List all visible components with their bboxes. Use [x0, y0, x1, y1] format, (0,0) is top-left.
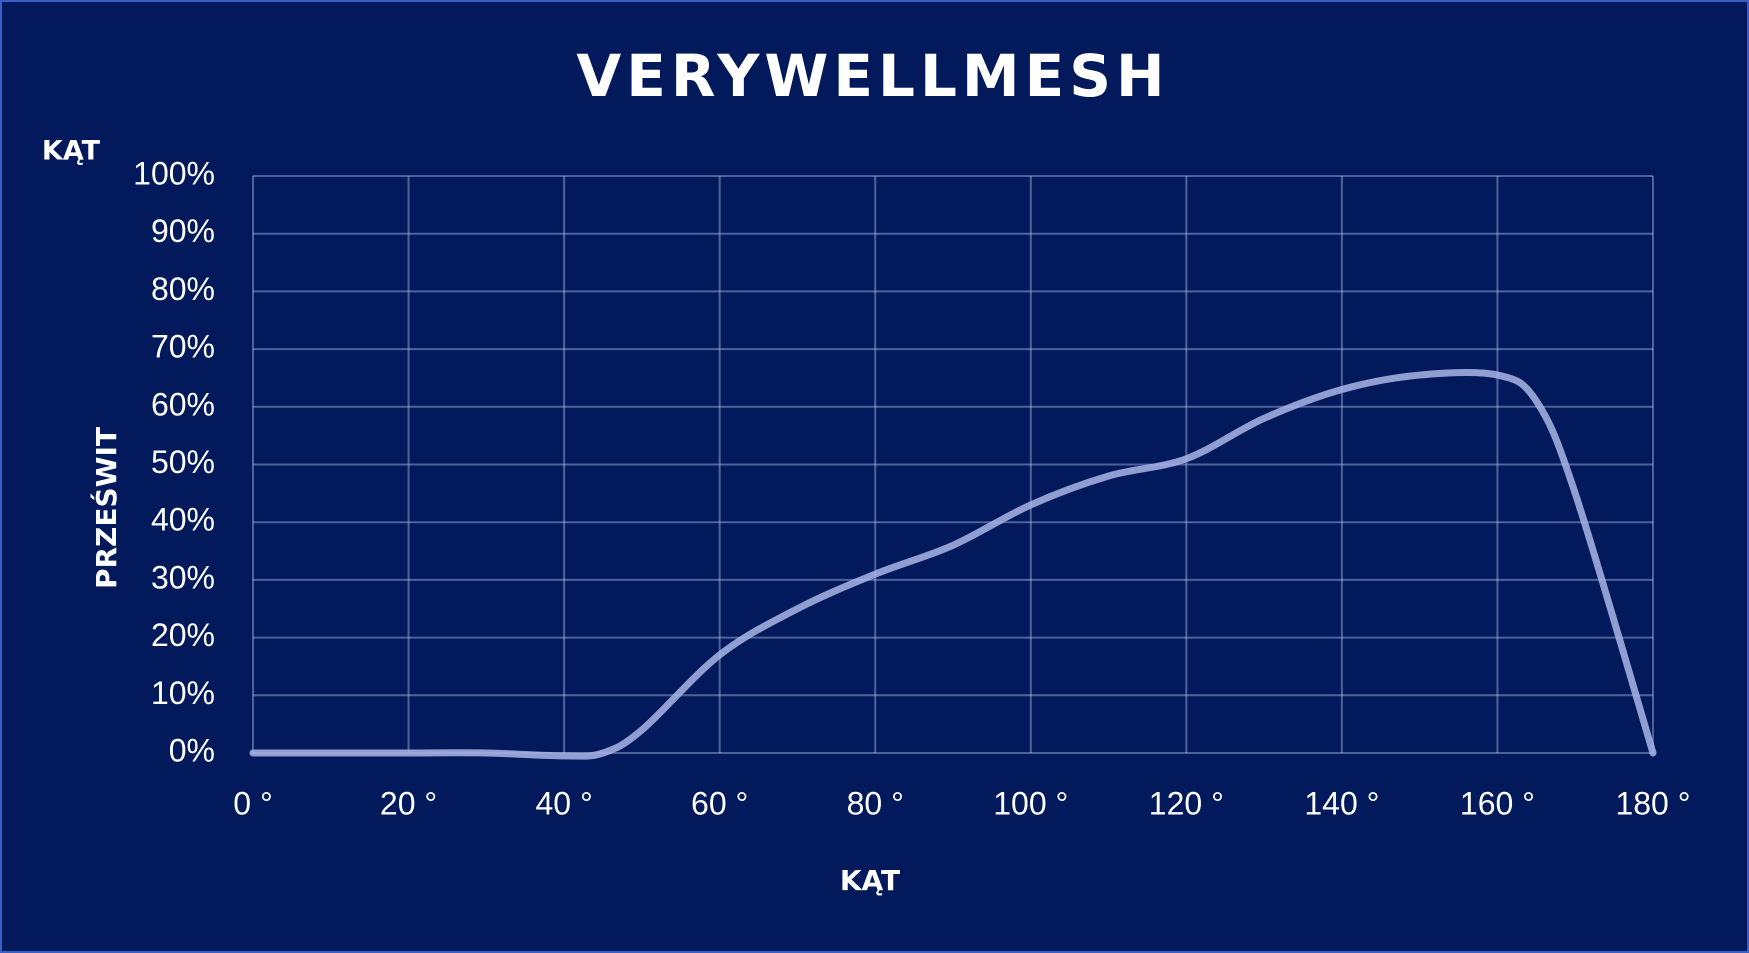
x-axis-label: KĄT — [840, 864, 900, 897]
y-tick-label: 50% — [151, 444, 215, 480]
y-tick-label: 80% — [151, 271, 215, 307]
y-tick-label: 10% — [151, 675, 215, 711]
y-tick-label: 60% — [151, 386, 215, 422]
y-tick-label: 20% — [151, 617, 215, 653]
y-tick-label: 40% — [151, 502, 215, 538]
y-tick-label: 100% — [133, 155, 215, 191]
x-tick-label: 60 ° — [691, 785, 748, 821]
x-tick-label: 40 ° — [535, 785, 592, 821]
chart-title: VERYWELLMESH — [576, 42, 1169, 110]
x-tick-label: 20 ° — [380, 785, 437, 821]
x-tick-label: 160 ° — [1460, 785, 1535, 821]
y-tick-label: 30% — [151, 559, 215, 595]
x-tick-label: 140 ° — [1304, 785, 1379, 821]
x-tick-label: 0 ° — [233, 785, 272, 821]
corner-label: KĄT — [42, 136, 101, 167]
y-tick-label: 90% — [151, 213, 215, 249]
x-tick-label: 180 ° — [1615, 785, 1690, 821]
data-line — [249, 368, 1657, 760]
x-tick-label: 120 ° — [1149, 785, 1224, 821]
y-axis-label: PRZEŚWIT — [89, 427, 123, 589]
y-tick-label: 70% — [151, 329, 215, 365]
x-tick-label: 100 ° — [993, 785, 1068, 821]
y-tick-label: 0% — [169, 732, 215, 768]
x-tick-label: 80 ° — [847, 785, 904, 821]
